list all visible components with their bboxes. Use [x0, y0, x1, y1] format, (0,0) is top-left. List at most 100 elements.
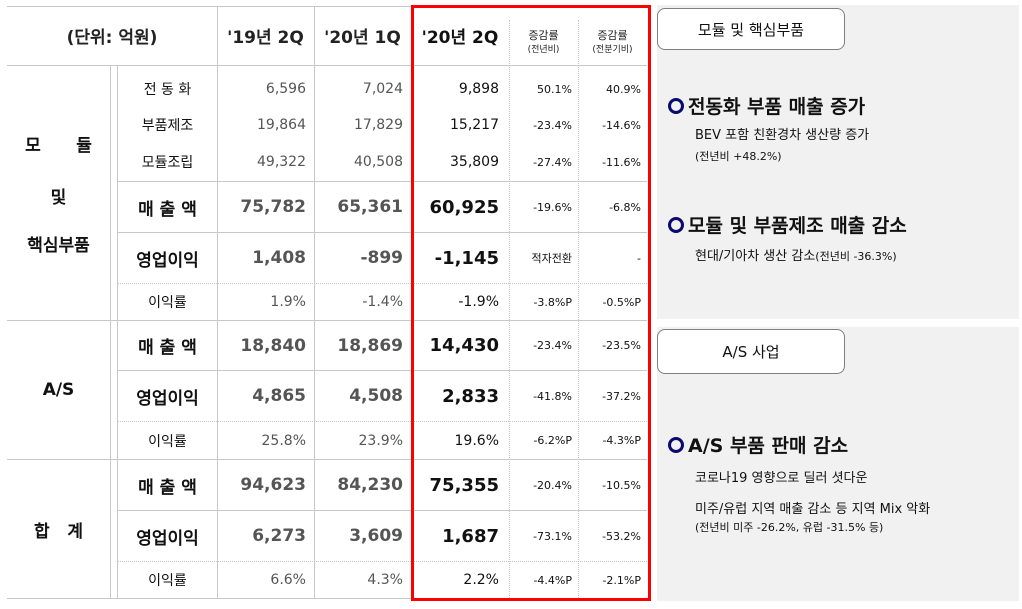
- ring-bullet-icon: [668, 436, 684, 453]
- value-yoy: 50.1%: [537, 82, 572, 96]
- point-title-text: 전동화 부품 매출 증가: [688, 96, 866, 118]
- value-yoy: -3.8%P: [533, 295, 572, 309]
- value-yoy: -27.4%: [533, 155, 572, 169]
- value-20q2: -1.9%: [458, 294, 499, 310]
- group-label-core-parts: 핵심부품: [27, 235, 90, 256]
- tag-as: A/S 사업: [657, 329, 845, 374]
- value-yoy: -23.4%: [533, 339, 572, 352]
- value-20q2: 2,833: [442, 385, 499, 407]
- value-qoq: 40.9%: [606, 82, 641, 96]
- value-qoq: -4.3%P: [602, 434, 641, 447]
- panel-module: 모듈 및 핵심부품 전동화 부품 매출 증가 BEV 포함 친환경차 생산량 증…: [657, 5, 1019, 319]
- value-20q2: -1,145: [434, 247, 499, 269]
- point-desc: 코로나19 영향으로 딜러 셧다운: [695, 471, 868, 486]
- point-title-text: 모듈 및 부품제조 매출 감소: [688, 215, 907, 237]
- point-note: (전년비 +48.2%): [695, 150, 782, 163]
- value-20q1: -899: [360, 248, 403, 268]
- point-desc: BEV 포함 친환경차 생산량 증가: [695, 128, 870, 143]
- value-20q2: 19.6%: [454, 432, 499, 449]
- value-20q1: 23.9%: [358, 432, 403, 449]
- value-20q1: 65,361: [337, 197, 403, 217]
- col-header-20q1: '20년 1Q: [324, 28, 401, 48]
- value-19q2: 6,273: [252, 526, 306, 546]
- value-yoy: -19.6%: [533, 200, 572, 214]
- col-header-20q2: '20년 2Q: [421, 28, 499, 48]
- group-label-total: 합 계: [33, 521, 84, 542]
- ring-bullet-icon: [668, 97, 684, 114]
- value-qoq: -2.1%P: [602, 573, 641, 587]
- point-desc: 미주/유럽 지역 매출 감소 등 지역 Mix 악화: [695, 502, 931, 517]
- value-19q2: 25.8%: [261, 432, 306, 449]
- value-20q1: -1.4%: [362, 294, 403, 310]
- value-yoy: -41.8%: [533, 389, 572, 403]
- point-note: (전년비 -36.3%): [815, 250, 897, 263]
- value-qoq: -53.2%: [602, 529, 641, 543]
- row-label: 모듈조립: [141, 155, 194, 171]
- value-20q2: 14,430: [429, 335, 499, 356]
- group-label-as: A/S: [42, 380, 75, 400]
- value-19q2: 94,623: [240, 475, 306, 495]
- point-title: 모듈 및 부품제조 매출 감소: [668, 211, 907, 238]
- value-20q2: 75,355: [429, 474, 499, 496]
- value-20q1: 7,024: [362, 81, 403, 97]
- value-qoq: -: [637, 251, 641, 265]
- qoq-label: 증감률: [597, 28, 628, 42]
- value-yoy: 적자전환: [531, 252, 572, 265]
- value-20q1: 17,829: [354, 117, 403, 133]
- value-20q2: 1,687: [442, 525, 499, 547]
- value-qoq: -14.6%: [602, 118, 641, 132]
- value-qoq: -11.6%: [602, 155, 641, 169]
- value-qoq: -6.8%: [609, 200, 641, 214]
- panel-as: A/S 사업 A/S 부품 판매 감소 코로나19 영향으로 딜러 셧다운 미주…: [657, 327, 1019, 601]
- tag-module: 모듈 및 핵심부품: [657, 8, 845, 50]
- value-20q1: 4.3%: [367, 572, 403, 588]
- yoy-label: 증감률: [528, 28, 559, 42]
- value-20q1: 4,508: [349, 386, 403, 406]
- value-20q2: 60,925: [429, 196, 499, 218]
- value-19q2: 19,864: [257, 117, 306, 133]
- col-header-19q2: '19년 2Q: [227, 28, 304, 48]
- point-desc-text: 현대/기아차 생산 감소: [695, 249, 816, 264]
- row-label: 영업이익: [136, 528, 199, 549]
- value-19q2: 1,408: [252, 248, 306, 268]
- row-label: 이익률: [148, 295, 187, 311]
- row-label: 매 출 액: [138, 338, 197, 358]
- value-yoy: -73.1%: [533, 529, 572, 543]
- value-20q1: 18,869: [337, 335, 403, 356]
- point-title-text: A/S 부품 판매 감소: [688, 435, 849, 457]
- group-label-module: 모 듈: [25, 135, 92, 156]
- value-yoy: -20.4%: [533, 478, 572, 492]
- value-20q1: 40,508: [354, 154, 403, 170]
- point-title: A/S 부품 판매 감소: [668, 431, 848, 458]
- value-19q2: 4,865: [252, 386, 306, 406]
- value-20q2: 2.2%: [463, 572, 499, 588]
- point-note: (전년비 미주 -26.2%, 유럽 -31.5% 등): [695, 521, 884, 534]
- row-label: 영업이익: [136, 388, 199, 409]
- qoq-sublabel: (전분기비): [592, 44, 633, 55]
- value-20q2: 9,898: [458, 81, 499, 97]
- value-yoy: -6.2%P: [533, 434, 572, 447]
- value-19q2: 75,782: [240, 197, 306, 217]
- value-20q1: 3,609: [349, 526, 403, 546]
- row-label: 이익률: [148, 573, 187, 589]
- row-label: 전 동 화: [143, 82, 192, 98]
- row-label: 매 출 액: [138, 199, 197, 220]
- value-qoq: -10.5%: [602, 478, 641, 492]
- col-header-yoy: 증감률 (전년비): [509, 20, 578, 65]
- row-label: 부품제조: [141, 118, 194, 134]
- row-label: 이익률: [148, 433, 187, 450]
- value-19q2: 6,596: [265, 81, 306, 97]
- value-20q2: 15,217: [450, 117, 499, 133]
- point-title: 전동화 부품 매출 증가: [668, 92, 865, 119]
- value-qoq: -23.5%: [602, 339, 641, 352]
- unit-label: (단위: 억원): [66, 28, 158, 48]
- value-19q2: 6.6%: [270, 572, 306, 588]
- value-qoq: -37.2%: [602, 389, 641, 403]
- value-20q2: 35,809: [450, 154, 499, 170]
- value-yoy: -4.4%P: [533, 573, 572, 587]
- value-19q2: 18,840: [240, 335, 306, 356]
- yoy-sublabel: (전년비): [527, 44, 560, 55]
- ring-bullet-icon: [668, 216, 684, 233]
- value-19q2: 1.9%: [270, 294, 306, 310]
- row-label: 매 출 액: [138, 477, 197, 498]
